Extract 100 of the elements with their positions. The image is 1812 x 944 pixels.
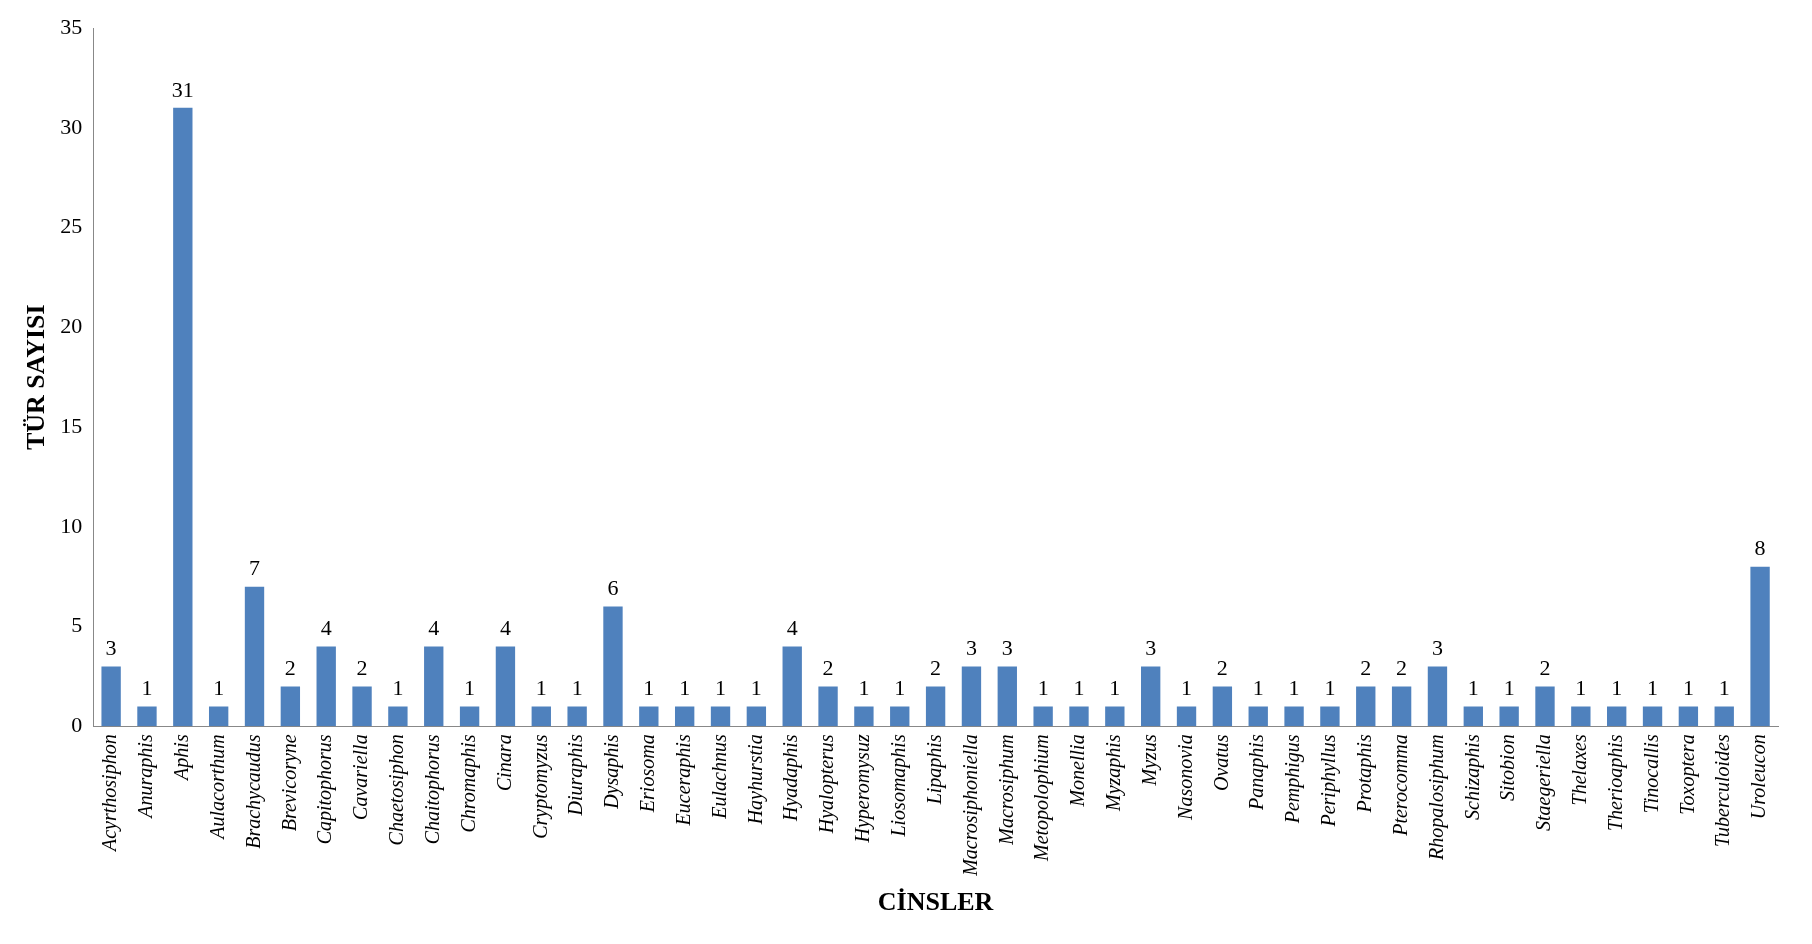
bar xyxy=(1499,706,1519,727)
bar xyxy=(710,706,731,727)
bar xyxy=(101,666,121,727)
data-label: 1 xyxy=(1682,675,1694,701)
x-tick-label: Therioaphis xyxy=(1603,734,1627,832)
data-label: 2 xyxy=(930,655,942,681)
bar xyxy=(1607,706,1627,727)
y-tick-label: 5 xyxy=(71,612,83,638)
bar xyxy=(137,706,157,727)
data-label: 1 xyxy=(1252,675,1264,701)
x-tick-label: Pemphigus xyxy=(1281,734,1305,825)
data-label: 1 xyxy=(1611,675,1623,701)
data-label: 2 xyxy=(284,655,296,681)
bar xyxy=(280,686,301,727)
x-tick-label: Ovatus xyxy=(1209,734,1232,792)
bar xyxy=(603,606,623,727)
data-label: 2 xyxy=(1396,655,1408,681)
bar xyxy=(746,706,767,727)
bar xyxy=(388,706,408,727)
bar xyxy=(316,646,336,727)
bar xyxy=(674,706,695,727)
bar xyxy=(1750,566,1770,727)
data-label: 4 xyxy=(499,615,511,641)
bar xyxy=(1105,706,1125,727)
y-tick-label: 15 xyxy=(60,412,83,438)
x-tick-label: Anuraphis xyxy=(134,734,158,820)
x-tick-label: Periphyllus xyxy=(1317,734,1341,828)
x-tick-label: Eriosoma xyxy=(636,734,659,814)
data-label: 1 xyxy=(750,675,762,701)
bar xyxy=(173,107,193,727)
x-tick-label: Panaphis xyxy=(1245,734,1269,811)
data-label: 1 xyxy=(1073,675,1085,701)
x-tick-label: Cavariella xyxy=(349,734,372,820)
bar xyxy=(961,666,982,727)
bar xyxy=(1356,686,1376,727)
y-tick-label: 25 xyxy=(60,213,83,239)
x-tick-label: Brevicoryne xyxy=(277,734,301,832)
data-label: 1 xyxy=(1324,675,1336,701)
data-label: 1 xyxy=(1467,675,1479,701)
x-tick-label: Staegeriella xyxy=(1532,734,1556,831)
bar xyxy=(1427,666,1448,727)
x-tick-label: Aulacorthum xyxy=(205,734,228,841)
x-tick-label: Nasonovia xyxy=(1173,734,1196,821)
x-tick-label: Acyrthosiphon xyxy=(98,734,122,853)
bar xyxy=(567,706,587,727)
data-label: 1 xyxy=(1181,675,1193,701)
data-label: 1 xyxy=(1037,675,1049,701)
x-axis-title: CİNSLER xyxy=(877,887,994,917)
bar xyxy=(1033,706,1053,727)
x-tick-label: Monellia xyxy=(1066,734,1089,808)
x-tick-label: Pterocomma xyxy=(1388,734,1411,837)
x-tick-label: Toxoptera xyxy=(1675,734,1699,815)
x-tick-label: Hyalopterus xyxy=(815,734,839,835)
x-tick-label: Euceraphis xyxy=(671,734,695,827)
x-tick-label: Brachycaudus xyxy=(241,734,265,849)
data-label: 1 xyxy=(679,675,691,701)
bar xyxy=(1391,686,1412,727)
x-tick-label: Macrosiphoniella xyxy=(958,734,982,877)
bar xyxy=(244,586,265,727)
data-label: 2 xyxy=(1216,655,1228,681)
data-label: 2 xyxy=(1360,655,1372,681)
x-tick-label: Chromaphis xyxy=(456,734,480,833)
bar xyxy=(1248,706,1268,727)
bar xyxy=(1069,706,1089,727)
y-tick-label: 35 xyxy=(60,13,83,39)
data-label: 2 xyxy=(356,655,368,681)
x-tick-label: Dysaphis xyxy=(600,734,624,810)
x-tick-label: Hayhurstia xyxy=(743,734,767,826)
bar xyxy=(1535,686,1555,727)
data-label: 1 xyxy=(141,675,153,701)
bar xyxy=(531,706,551,727)
bar xyxy=(352,686,372,727)
bar xyxy=(1714,706,1734,727)
bar xyxy=(1463,706,1483,727)
x-tick-label: Capitophorus xyxy=(313,734,337,845)
x-tick-label: Diuraphis xyxy=(564,734,588,817)
bar xyxy=(925,686,946,727)
x-tick-label: Tuberculoides xyxy=(1711,734,1734,847)
x-tick-label: Myzus xyxy=(1137,734,1161,787)
x-tick-label: Schizaphis xyxy=(1460,734,1484,820)
x-tick-label: Metopolophium xyxy=(1030,734,1054,862)
x-tick-label: Cryptomyzus xyxy=(528,734,552,839)
x-tick-label: Aphis xyxy=(170,734,194,782)
bar xyxy=(1284,706,1304,727)
x-tick-label: Hyperomysuz xyxy=(851,734,875,844)
y-tick-label: 0 xyxy=(71,712,83,738)
y-tick-label: 30 xyxy=(60,113,83,139)
x-tick-label: Macrosiphum xyxy=(994,734,1018,846)
data-label: 3 xyxy=(105,635,117,661)
x-tick-label: Chaetosiphon xyxy=(385,734,409,846)
data-label: 4 xyxy=(786,615,798,641)
bar xyxy=(1212,686,1233,727)
data-label: 1 xyxy=(894,675,906,701)
data-label: 3 xyxy=(1431,635,1443,661)
bar xyxy=(1642,706,1663,727)
y-tick-label: 10 xyxy=(60,512,83,538)
x-tick-label: Rhopalosiphum xyxy=(1424,734,1448,861)
data-label: 1 xyxy=(535,675,547,701)
data-label: 1 xyxy=(643,675,655,701)
y-axis-title: TÜR SAYISI xyxy=(21,304,51,451)
